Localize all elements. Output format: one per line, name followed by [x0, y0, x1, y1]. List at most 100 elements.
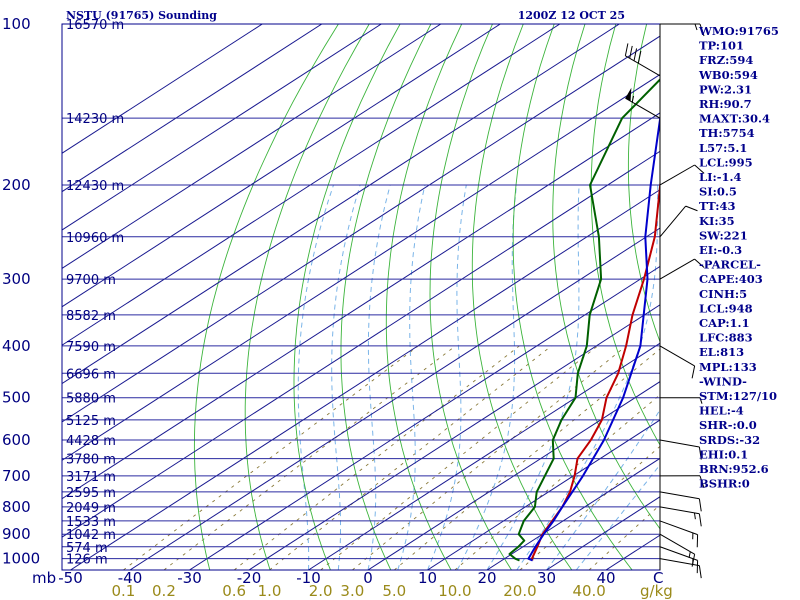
isotherm-line [62, 24, 263, 154]
x-axis-label-left: mb [32, 569, 56, 587]
pressure-tick-label: 300 [2, 270, 31, 288]
mixing-ratio-tick-label: 5.0 [382, 582, 406, 600]
wind-barb-staff [659, 533, 695, 555]
temperature-tick-label: 30 [537, 569, 556, 587]
mixing-ratio-line [123, 345, 419, 570]
stability-index: -WIND- [699, 374, 747, 388]
temperature-tick-label: -50 [58, 569, 83, 587]
dry-adiabat-line [552, 24, 660, 530]
wind-barb-full [624, 43, 629, 56]
wind-barb-full [698, 498, 702, 512]
wind-barb-staff [659, 205, 687, 238]
moist-adiabat-line [456, 184, 518, 570]
stability-index: PW:2.31 [699, 82, 752, 96]
moist-adiabat-line [486, 184, 580, 570]
wind-barb-full [691, 365, 696, 379]
height-label: 2049 m [66, 501, 116, 516]
temperature-tick-label: 0 [363, 569, 373, 587]
dry-adiabat-line [590, 24, 660, 446]
isotherm-line [62, 24, 501, 308]
height-label: 7590 m [66, 340, 116, 355]
height-label: 6696 m [66, 367, 116, 382]
pressure-tick-label: 100 [2, 15, 31, 33]
wind-barb-half [688, 551, 691, 559]
stability-index: CAPE:403 [699, 272, 763, 286]
height-label: 12430 m [66, 179, 124, 194]
stability-index: SHR-:0.0 [699, 418, 757, 432]
moist-adiabat-line [367, 184, 391, 570]
wind-barb-full [699, 23, 705, 37]
wind-barb [659, 520, 699, 548]
temperature-tick-label: -10 [296, 569, 321, 587]
mixing-ratio-unit: g/kg [640, 582, 673, 600]
mixing-ratio-tick-labels: 0.1 0.2 0.6 1.0 2.0 3.0 5.0 10.0 20.0 40.0 [111, 582, 605, 600]
x-axis-label-right: C [653, 569, 663, 587]
isotherm-line [308, 342, 660, 570]
pressure-tick-label: 600 [2, 431, 31, 449]
height-label: 3780 m [66, 453, 116, 468]
wind-barb [659, 439, 702, 460]
moist-adiabat-line [297, 184, 334, 570]
dry-adiabat-line [385, 24, 463, 570]
mixing-ratio-tick-label: 20.0 [503, 582, 536, 600]
stability-index: SRDS:-32 [699, 433, 760, 447]
height-label: 126 m [66, 553, 108, 568]
wind-barb-staff [659, 506, 700, 515]
wind-barb-half [631, 95, 635, 103]
wind-barb-full [698, 513, 702, 527]
height-label: 16570 m [66, 18, 124, 33]
temperature-tick-label: 20 [477, 569, 496, 587]
wind-barb-full [629, 45, 633, 59]
isotherm-line [62, 35, 660, 423]
temperature-tick-labels: -50 -40 -30 -20 -10 0 10 20 30 40 [58, 569, 615, 587]
wind-barb-staff [625, 55, 661, 77]
stability-index: STM:127/10 [699, 389, 777, 403]
wind-barb-full [694, 258, 705, 268]
dry-adiabat-line [429, 24, 512, 570]
wind-barb [659, 164, 705, 186]
stability-index: MAXT:30.4 [699, 112, 770, 126]
isotherms [62, 24, 660, 570]
stability-index: HEL:-4 [699, 404, 744, 418]
wind-barbs [624, 23, 705, 579]
wind-barb-full [699, 475, 705, 489]
profiles [508, 78, 660, 562]
isotherm-line [70, 189, 660, 570]
mixing-ratio-tick-label: 40.0 [572, 582, 605, 600]
mixing-ratio-line [519, 445, 660, 570]
dry-adiabat-line [293, 24, 401, 570]
wind-barb [625, 87, 661, 119]
moist-adiabat-line [331, 184, 361, 570]
wind-barb-staff [659, 345, 695, 367]
dry-adiabat-line [193, 24, 339, 570]
wind-barb [659, 397, 703, 404]
isotherm-line [367, 381, 660, 570]
wind-barb-staff [659, 258, 695, 280]
height-label: 14230 m [66, 112, 124, 127]
mixing-ratio-line [163, 345, 456, 570]
height-labels: 16570 m 14230 m 12430 m 10960 m 9700 m 8582 m… [66, 18, 124, 568]
height-label: 1533 m [66, 515, 116, 530]
isotherm-line [248, 304, 660, 570]
temperature-profile [530, 179, 660, 561]
mixing-ratio-line [320, 345, 598, 570]
mixing-ratio-tick-label: 0.1 [111, 582, 135, 600]
wind-barb-full [633, 48, 638, 61]
wind-barb-half [693, 512, 696, 520]
moist-adiabat-line [427, 184, 467, 570]
pressure-tick-label: 500 [2, 389, 31, 407]
wind-barb [659, 345, 696, 379]
wind-barb-flag [625, 87, 632, 102]
mixing-ratio-tick-label: 3.0 [340, 582, 364, 600]
stability-index: KI:35 [699, 214, 735, 228]
isotherm-line [189, 265, 660, 570]
stability-index: L57:5.1 [699, 141, 747, 155]
wind-barb [659, 205, 698, 238]
height-label: 574 m [66, 541, 108, 556]
height-label: 5880 m [66, 392, 116, 407]
station-title: NSTU (91765) Sounding [66, 9, 217, 22]
wind-barb-half [694, 23, 698, 31]
dry-adiabat-line [340, 24, 432, 570]
temperature-tick-label: -30 [177, 569, 202, 587]
